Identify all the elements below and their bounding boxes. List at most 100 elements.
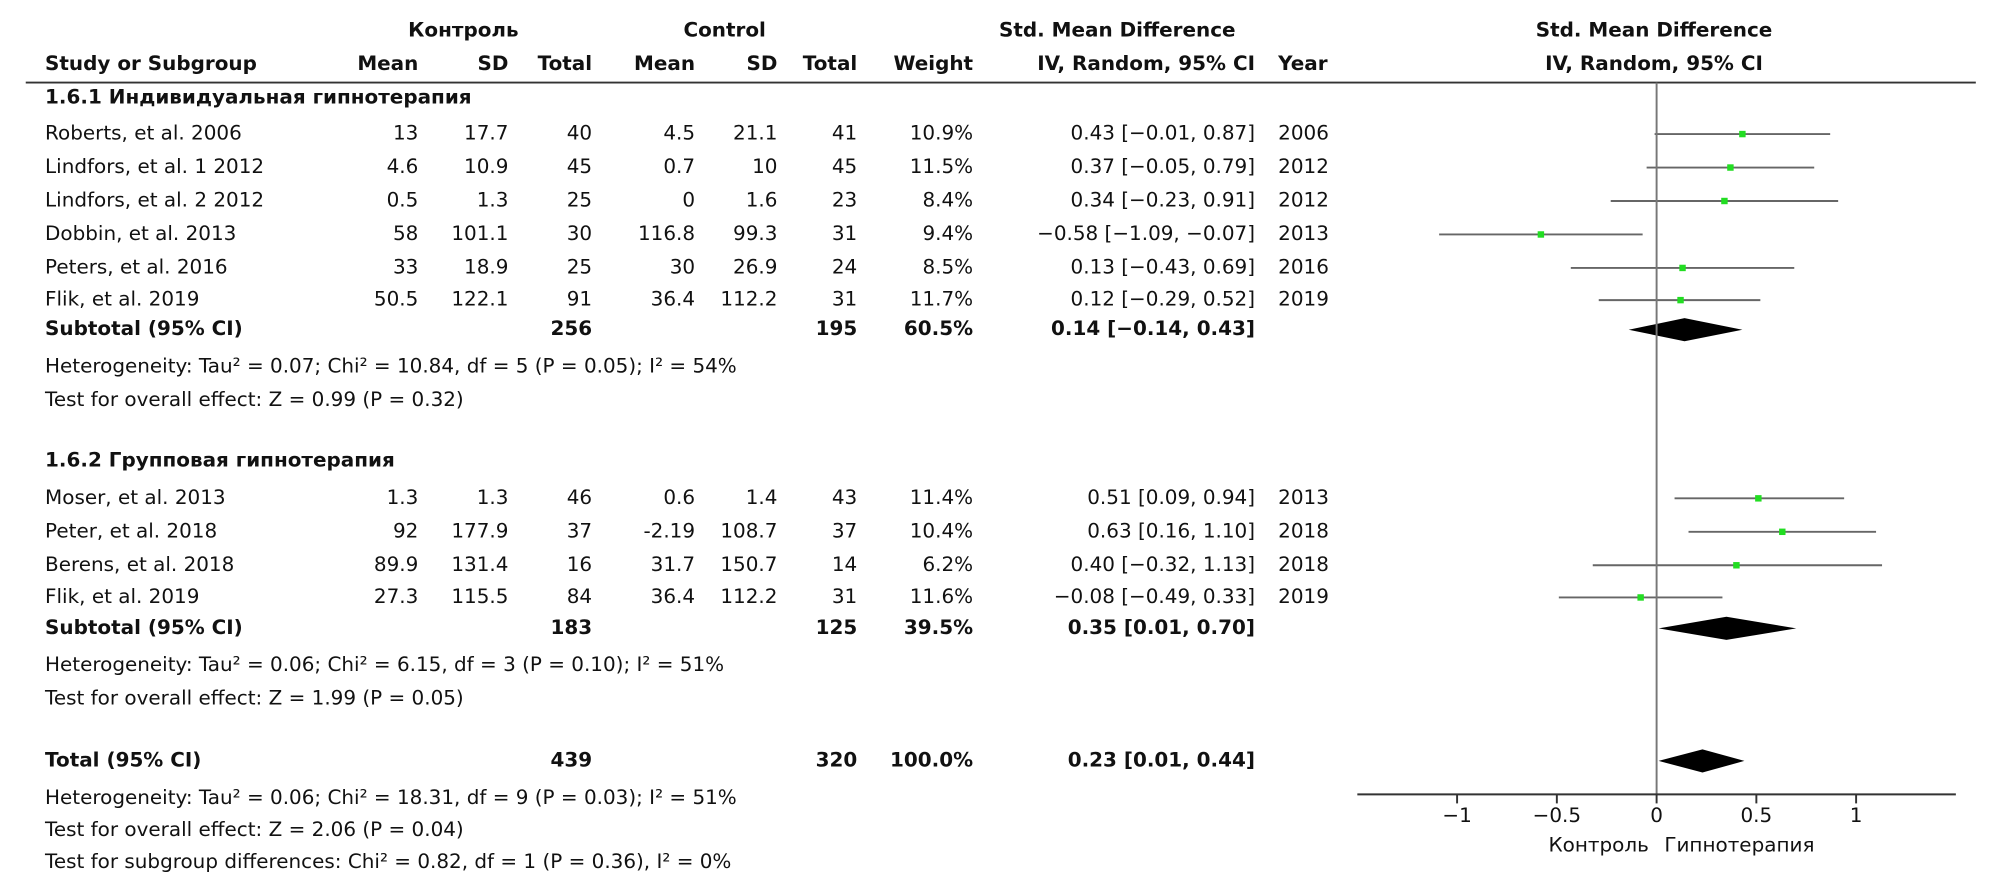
effect-square bbox=[1679, 264, 1686, 272]
summary-ci: 0.35 [0.01, 0.70] bbox=[1068, 615, 1255, 639]
cell-year: 2006 bbox=[1278, 121, 1329, 145]
subgroup-title: 1.6.2 Групповая гипнотерапия bbox=[45, 448, 395, 472]
column-header: Mean bbox=[634, 51, 695, 75]
cell-ci-text: 0.40 [−0.32, 1.13] bbox=[1071, 552, 1255, 576]
effect-square bbox=[1779, 528, 1786, 536]
column-header: Total bbox=[803, 51, 857, 75]
cell-sd2: 108.7 bbox=[720, 518, 777, 542]
x-tick-label: −1 bbox=[1442, 803, 1471, 827]
cell-year: 2013 bbox=[1278, 221, 1329, 245]
cell-sd2: 112.2 bbox=[720, 584, 777, 608]
cell-name: Lindfors, et al. 1 2012 bbox=[45, 154, 264, 178]
effect-square bbox=[1755, 495, 1762, 502]
cell-mean1: 0.5 bbox=[387, 188, 419, 212]
cell-ci-text: 0.13 [−0.43, 0.69] bbox=[1071, 254, 1255, 278]
cell-n2: 45 bbox=[832, 154, 857, 178]
cell-n2: 23 bbox=[832, 188, 857, 212]
cell-mean1: 27.3 bbox=[374, 584, 418, 608]
cell-weight: 8.4% bbox=[922, 188, 973, 212]
effect-square bbox=[1727, 164, 1734, 171]
cell-mean2: 36.4 bbox=[651, 584, 695, 608]
cell-ci-text: 0.37 [−0.05, 0.79] bbox=[1071, 154, 1255, 178]
summary-weight: 60.5% bbox=[904, 316, 973, 340]
cell-n1: 40 bbox=[567, 121, 592, 145]
cell-mean2: 0 bbox=[682, 188, 695, 212]
column-header: SD bbox=[747, 51, 778, 75]
cell-sd1: 17.7 bbox=[464, 121, 508, 145]
cell-weight: 11.6% bbox=[910, 584, 973, 608]
cell-weight: 9.4% bbox=[922, 221, 973, 245]
overall-effect: Test for overall effect: Z = 1.99 (P = 0… bbox=[44, 686, 464, 710]
cell-year: 2018 bbox=[1278, 552, 1329, 576]
summary-total: 125 bbox=[816, 615, 858, 639]
cell-weight: 11.4% bbox=[910, 485, 973, 509]
cell-mean1: 89.9 bbox=[374, 552, 418, 576]
cell-n2: 31 bbox=[832, 287, 857, 311]
cell-mean1: 50.5 bbox=[374, 287, 418, 311]
cell-sd2: 112.2 bbox=[720, 287, 777, 311]
cell-n2: 43 bbox=[832, 485, 857, 509]
cell-mean2: 0.6 bbox=[663, 485, 695, 509]
summary-weight: 39.5% bbox=[904, 615, 973, 639]
effect-header: Std. Mean Difference bbox=[999, 18, 1236, 42]
cell-year: 2019 bbox=[1278, 287, 1329, 311]
cell-ci-text: 0.34 [−0.23, 0.91] bbox=[1071, 188, 1255, 212]
x-label-right: Гипнотерапия bbox=[1664, 832, 1814, 856]
cell-mean1: 4.6 bbox=[387, 154, 419, 178]
column-header: Mean bbox=[357, 51, 418, 75]
cell-mean2: 30 bbox=[670, 254, 695, 278]
cell-n2: 14 bbox=[832, 552, 857, 576]
heterogeneity: Heterogeneity: Tau² = 0.07; Chi² = 10.84… bbox=[45, 354, 737, 378]
cell-sd1: 122.1 bbox=[451, 287, 508, 311]
summary-diamond bbox=[1628, 318, 1743, 342]
column-header: SD bbox=[478, 51, 509, 75]
total-note: Test for subgroup differences: Chi² = 0.… bbox=[44, 849, 731, 873]
overall-effect: Test for overall effect: Z = 0.99 (P = 0… bbox=[44, 387, 464, 411]
cell-name: Flik, et al. 2019 bbox=[45, 584, 199, 608]
cell-ci-text: 0.43 [−0.01, 0.87] bbox=[1071, 121, 1255, 145]
cell-mean2: 4.5 bbox=[663, 121, 695, 145]
cell-n1: 84 bbox=[567, 584, 592, 608]
summary-label: Subtotal (95% CI) bbox=[45, 615, 243, 639]
x-tick-label: 0 bbox=[1650, 803, 1663, 827]
cell-name: Lindfors, et al. 2 2012 bbox=[45, 188, 264, 212]
summary-ci: 0.23 [0.01, 0.44] bbox=[1068, 747, 1255, 771]
column-header: Total bbox=[538, 51, 592, 75]
cell-name: Dobbin, et al. 2013 bbox=[45, 221, 236, 245]
cell-sd2: 21.1 bbox=[733, 121, 777, 145]
cell-mean1: 92 bbox=[393, 518, 418, 542]
plot-title: Std. Mean Difference bbox=[1536, 18, 1773, 42]
cell-n1: 30 bbox=[567, 221, 592, 245]
effect-square bbox=[1733, 562, 1740, 569]
cell-n2: 31 bbox=[832, 584, 857, 608]
cell-sd1: 10.9 bbox=[464, 154, 508, 178]
summary-total: 183 bbox=[550, 615, 592, 639]
cell-name: Berens, et al. 2018 bbox=[45, 552, 234, 576]
summary-total: 195 bbox=[816, 316, 858, 340]
cell-sd2: 99.3 bbox=[733, 221, 777, 245]
cell-mean2: 31.7 bbox=[651, 552, 695, 576]
cell-sd2: 10 bbox=[752, 154, 777, 178]
cell-sd1: 1.3 bbox=[477, 188, 509, 212]
cell-n1: 46 bbox=[567, 485, 592, 509]
cell-year: 2013 bbox=[1278, 485, 1329, 509]
group-header: Control bbox=[683, 18, 765, 42]
cell-ci-text: −0.58 [−1.09, −0.07] bbox=[1037, 221, 1255, 245]
cell-mean2: -2.19 bbox=[643, 518, 695, 542]
column-header: IV, Random, 95% CI bbox=[1037, 51, 1255, 75]
summary-weight: 100.0% bbox=[890, 747, 973, 771]
summary-label: Total (95% CI) bbox=[45, 747, 201, 771]
cell-n1: 25 bbox=[567, 188, 592, 212]
cell-mean1: 33 bbox=[393, 254, 418, 278]
cell-sd1: 177.9 bbox=[451, 518, 508, 542]
cell-year: 2019 bbox=[1278, 584, 1329, 608]
cell-mean2: 36.4 bbox=[651, 287, 695, 311]
summary-diamond bbox=[1658, 616, 1797, 640]
column-header: Year bbox=[1277, 51, 1328, 75]
effect-square bbox=[1637, 594, 1644, 601]
cell-n2: 31 bbox=[832, 221, 857, 245]
effect-square bbox=[1739, 130, 1746, 138]
total-note: Heterogeneity: Tau² = 0.06; Chi² = 18.31… bbox=[45, 785, 737, 809]
cell-sd2: 26.9 bbox=[733, 254, 777, 278]
